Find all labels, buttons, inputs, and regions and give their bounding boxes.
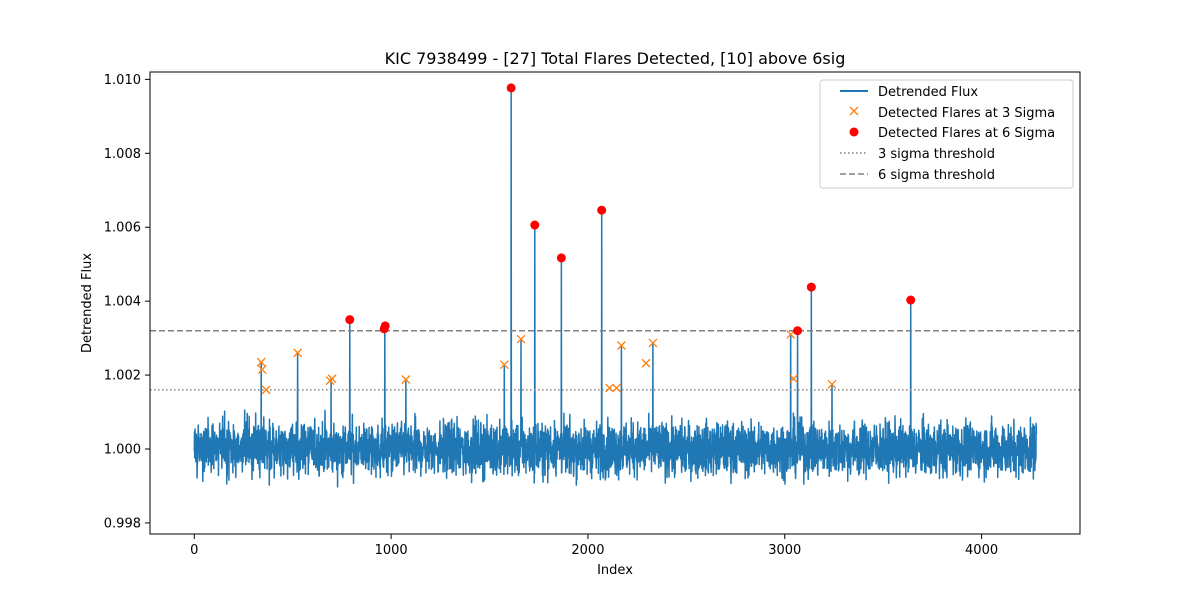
flare-3sigma-marker	[257, 365, 267, 374]
flare-3sigma-marker	[516, 334, 526, 344]
flare-6sigma-marker	[806, 282, 816, 292]
flare-3sigma-marker	[293, 348, 303, 358]
legend-box	[819, 79, 1074, 189]
flare-3sigma-marker	[789, 374, 799, 384]
x-axis: 0 1000 2000 3000 4000	[190, 534, 998, 558]
flare-3sigma-marker	[401, 375, 411, 384]
legend-3sigma-swatch	[849, 106, 859, 116]
legend-6sigma-threshold-label: 6 sigma threshold	[878, 168, 995, 183]
y-tick-label: 1.004	[104, 295, 141, 310]
flare-6sigma-marker	[380, 321, 390, 331]
flare-3sigma-marker	[616, 341, 626, 350]
legend: Detrended Flux Detected Flares at 3 Sigm…	[819, 79, 1074, 189]
x-tick-label: 4000	[965, 543, 998, 558]
flare-3sigma-marker	[261, 385, 271, 395]
flux-line	[193, 87, 1038, 488]
x-axis-label: Index	[597, 563, 633, 578]
flare-3sigma-marker	[327, 374, 337, 384]
y-axis-label: Detrended Flux	[80, 253, 95, 353]
y-axis: 0.998 1.000 1.002 1.004 1.006 1.008 1.010	[104, 73, 150, 531]
flare-3sigma-marker	[641, 358, 651, 368]
flare-3sigma-marker	[605, 383, 615, 393]
y-tick-label: 0.998	[104, 516, 141, 531]
flare-3sigma-marker	[648, 338, 658, 348]
flare-3sigma-marker	[499, 360, 509, 370]
flare-3sigma-marker	[612, 383, 621, 393]
plot-frame	[149, 71, 1081, 535]
flare-6sigma-marker	[793, 326, 803, 336]
y-tick-label: 1.000	[104, 442, 141, 457]
legend-3sigma-threshold-label: 3 sigma threshold	[878, 147, 995, 162]
legend-flux-label: Detrended Flux	[878, 85, 978, 100]
flare-6sigma-marker	[597, 205, 607, 215]
legend-3sigma-label: Detected Flares at 3 Sigma	[878, 106, 1055, 121]
x-tick-label: 0	[190, 543, 198, 558]
flare-marker-layer	[256, 83, 916, 395]
y-tick-label: 1.002	[104, 369, 141, 384]
y-tick-label: 1.008	[104, 147, 141, 162]
x-tick-label: 3000	[768, 543, 801, 558]
y-tick-label: 1.010	[104, 73, 141, 88]
flare-6sigma-marker	[906, 295, 916, 305]
flare-6sigma-marker	[345, 315, 355, 325]
flux-series-layer	[193, 87, 1038, 488]
flare-6sigma-marker	[506, 83, 516, 93]
x-tick-label: 1000	[375, 543, 408, 558]
x-tick-label: 2000	[571, 543, 604, 558]
legend-6sigma-label: Detected Flares at 6 Sigma	[878, 126, 1055, 141]
flare-3sigma-marker	[827, 379, 837, 389]
chart-title: KIC 7938499 - [27] Total Flares Detected…	[385, 49, 846, 68]
flare-3sigma-marker	[256, 357, 266, 367]
flare-6sigma-marker	[556, 253, 566, 263]
flare-6sigma-marker	[530, 220, 540, 230]
legend-6sigma-swatch	[849, 127, 859, 137]
y-tick-label: 1.006	[104, 221, 141, 236]
